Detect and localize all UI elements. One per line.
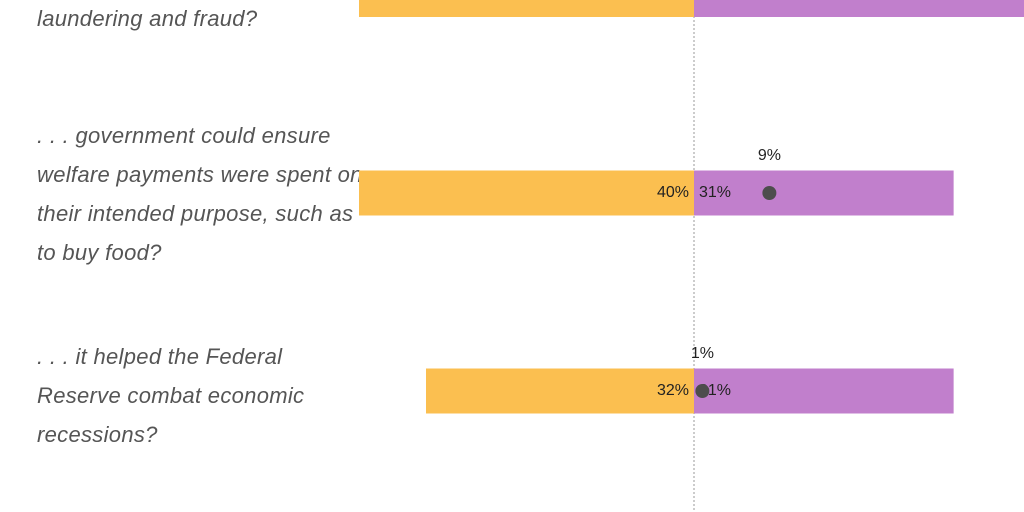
cropped-bar <box>359 0 694 17</box>
category-label: Reserve combat economic <box>37 383 304 408</box>
category-label: to buy food? <box>37 240 162 265</box>
category-label: recessions? <box>37 422 158 447</box>
bar <box>694 170 954 216</box>
category-label: laundering and fraud? <box>37 6 258 31</box>
dot <box>695 384 710 398</box>
category-label: . . . government could ensure <box>37 123 331 148</box>
value-label: 32% <box>657 382 689 399</box>
category-label: welfare payments were spent on <box>37 162 363 187</box>
dot-label: 1% <box>691 345 714 362</box>
cropped-bar <box>694 0 1024 17</box>
value-label: 40% <box>657 184 689 201</box>
value-label: 31% <box>699 184 731 201</box>
category-label: their intended purpose, such as <box>37 201 353 226</box>
category-label: . . . it helped the Federal <box>37 344 283 369</box>
bar <box>426 368 694 414</box>
bar <box>359 170 694 216</box>
bar <box>694 368 954 414</box>
dot-label: 9% <box>758 147 781 164</box>
dot <box>762 186 777 200</box>
